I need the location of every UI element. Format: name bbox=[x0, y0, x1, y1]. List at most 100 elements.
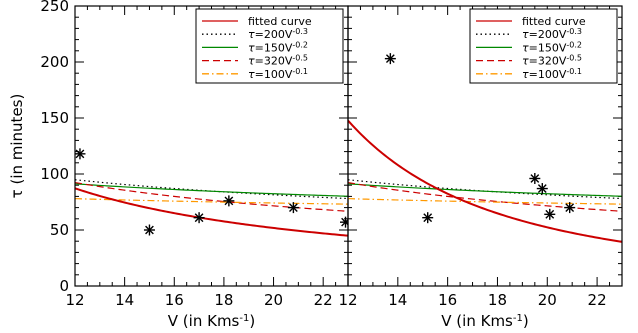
x-tick-label: 18 bbox=[488, 291, 507, 309]
series-line bbox=[75, 179, 348, 200]
legend-sup: -0.5 bbox=[566, 53, 582, 62]
legend-sup: -0.2 bbox=[292, 40, 308, 49]
series-line bbox=[348, 183, 622, 197]
point-stroke bbox=[385, 54, 395, 64]
legend-eq: =200V bbox=[255, 28, 293, 41]
legend-label: τ=100V-0.1 bbox=[248, 66, 308, 81]
legend-sup: -0.3 bbox=[292, 27, 308, 36]
legend-tau: τ bbox=[522, 55, 529, 68]
x-axis-label-main: V (in Kms bbox=[441, 312, 513, 330]
x-tick-label: 22 bbox=[588, 291, 607, 309]
data-point bbox=[422, 212, 434, 224]
x-axis-label-close: ) bbox=[523, 312, 529, 330]
x-tick-label: 18 bbox=[214, 291, 233, 309]
curves bbox=[75, 148, 348, 237]
legend-sup: -0.1 bbox=[566, 66, 582, 75]
data-point bbox=[223, 195, 235, 207]
curves bbox=[348, 53, 622, 243]
point-stroke bbox=[289, 203, 298, 212]
panel-left: 12 14 16 18 20 22 0 50 100 150 200 250 V (in Kms-1) τ… bbox=[8, 0, 349, 330]
legend: fitted curveτ=200V-0.3τ=150V-0.2τ=320V-0… bbox=[195, 8, 344, 84]
legend-eq: =320V bbox=[529, 55, 567, 68]
data-point bbox=[287, 202, 299, 214]
data-point bbox=[544, 208, 556, 220]
y-tick-label: 250 bbox=[40, 0, 69, 15]
x-axis-label: V (in Kms-1) bbox=[168, 312, 255, 330]
y-tick-label: 50 bbox=[50, 221, 69, 239]
data-point bbox=[143, 224, 155, 236]
point-stroke bbox=[530, 174, 540, 183]
x-tick-label: 12 bbox=[65, 291, 84, 309]
legend-label: τ=100V-0.1 bbox=[522, 66, 582, 81]
legend-tau: τ bbox=[522, 68, 529, 81]
y-tick-label: 100 bbox=[40, 165, 69, 183]
x-axis-label-close: ) bbox=[249, 312, 255, 330]
legend-label: τ=200V-0.3 bbox=[248, 27, 308, 42]
series-line bbox=[348, 198, 622, 205]
legend: fitted curveτ=200V-0.3τ=150V-0.2τ=320V-0… bbox=[469, 8, 618, 84]
point-stroke bbox=[145, 225, 154, 235]
legend-sup: -0.3 bbox=[566, 27, 582, 36]
x-axis-label-sup: -1 bbox=[513, 313, 523, 324]
data-point bbox=[340, 216, 348, 228]
y-tick-label: 0 bbox=[59, 277, 69, 295]
legend-label: fitted curve bbox=[248, 15, 312, 28]
series-line bbox=[348, 119, 622, 243]
point-stroke bbox=[545, 209, 555, 219]
legend-label: fitted curve bbox=[522, 15, 586, 28]
data-point bbox=[384, 53, 396, 65]
point-stroke bbox=[423, 213, 433, 223]
data-point bbox=[75, 148, 86, 160]
y-tick-label: 150 bbox=[40, 109, 69, 127]
legend-tau: τ bbox=[248, 55, 255, 68]
y-axis-label: τ (in minutes) bbox=[8, 94, 26, 199]
legend-eq: =200V bbox=[529, 28, 567, 41]
legend-tau: τ bbox=[248, 41, 255, 54]
legend-eq: =100V bbox=[255, 68, 293, 81]
data-point bbox=[564, 202, 576, 214]
legend-eq: =320V bbox=[255, 55, 293, 68]
legend-label: τ=320V-0.5 bbox=[522, 53, 582, 68]
series-line bbox=[348, 181, 622, 212]
legend-eq: =150V bbox=[529, 41, 567, 54]
x-tick-label: 20 bbox=[264, 291, 283, 309]
series-line bbox=[75, 183, 348, 197]
x-axis-label-sup: -1 bbox=[239, 313, 249, 324]
data-point bbox=[529, 172, 541, 184]
series-line bbox=[75, 181, 348, 212]
point-stroke bbox=[537, 184, 547, 193]
x-tick-label: 14 bbox=[388, 291, 407, 309]
legend-tau: τ bbox=[522, 28, 529, 41]
legend-tau: τ bbox=[522, 41, 529, 54]
data-point bbox=[536, 183, 548, 195]
plot-frame bbox=[347, 5, 623, 287]
point-stroke bbox=[224, 196, 234, 206]
legend-sup: -0.2 bbox=[566, 40, 582, 49]
x-tick-label: 16 bbox=[438, 291, 457, 309]
x-tick-label: 20 bbox=[538, 291, 557, 309]
x-tick-label: 12 bbox=[338, 291, 357, 309]
legend-label: τ=150V-0.2 bbox=[522, 40, 582, 55]
legend-label: τ=200V-0.3 bbox=[522, 27, 582, 42]
legend-sup: -0.1 bbox=[292, 66, 308, 75]
x-tick-label: 14 bbox=[115, 291, 134, 309]
legend-label: τ=320V-0.5 bbox=[248, 53, 308, 68]
x-tick-label: 16 bbox=[165, 291, 184, 309]
x-tick-label: 22 bbox=[314, 291, 333, 309]
y-tick-label: 200 bbox=[40, 53, 69, 71]
legend-tau: τ bbox=[248, 68, 255, 81]
legend-tau: τ bbox=[248, 28, 255, 41]
panel-right: 12 14 16 18 20 22V (in Kms-1)fitted curveτ=20… bbox=[338, 5, 623, 330]
legend-eq: =150V bbox=[255, 41, 293, 54]
series-line bbox=[348, 179, 622, 200]
data-point bbox=[193, 212, 205, 224]
x-axis-label-main: V (in Kms bbox=[168, 312, 240, 330]
x-axis-label: V (in Kms-1) bbox=[441, 312, 528, 330]
legend-label: τ=150V-0.2 bbox=[248, 40, 308, 55]
series-line bbox=[75, 187, 348, 237]
legend-sup: -0.5 bbox=[292, 53, 308, 62]
point-stroke bbox=[75, 149, 85, 159]
point-stroke bbox=[194, 213, 204, 223]
legend-eq: =100V bbox=[529, 68, 567, 81]
